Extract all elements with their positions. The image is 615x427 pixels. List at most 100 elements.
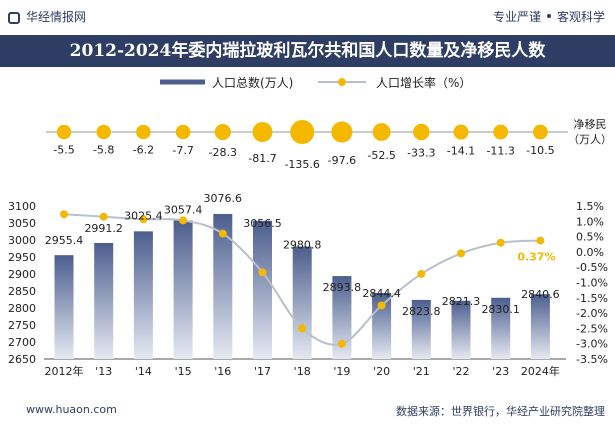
population-bar <box>491 297 511 359</box>
growth-rate-point <box>218 229 227 238</box>
population-data-label: 2844.4 <box>362 287 401 300</box>
y-right-tick-label: -3.0% <box>576 338 608 351</box>
y-right-tick-label: 0.5% <box>576 231 604 244</box>
migration-data-label: -11.3 <box>486 144 514 157</box>
population-data-label: 2893.8 <box>323 281 362 294</box>
growth-rate-point <box>258 268 267 277</box>
slogan-left: 专业严谨 <box>492 10 541 24</box>
separator-dot-icon <box>546 14 551 18</box>
population-data-label: 2830.1 <box>481 303 520 316</box>
growth-rate-point <box>298 324 307 333</box>
population-data-label: 3057.4 <box>164 203 203 216</box>
population-bar <box>54 255 74 359</box>
migration-data-label: -14.1 <box>447 145 475 158</box>
migration-data-label: -10.5 <box>526 144 554 157</box>
legend-label-growth: 人口增长率（%） <box>376 75 471 90</box>
population-bar <box>94 242 114 359</box>
slogan: 专业严谨 客观科学 <box>493 8 605 25</box>
y-right-tick-label: -2.0% <box>576 307 608 320</box>
y-left-tick-label: 3000 <box>8 234 36 247</box>
migration-point <box>413 123 430 141</box>
growth-rate-point <box>337 339 346 348</box>
growth-rate-point <box>377 301 386 310</box>
x-tick-label: 2012年 <box>45 364 84 378</box>
population-bar <box>253 220 272 359</box>
population-bar <box>173 220 193 359</box>
population-bar <box>411 299 431 359</box>
x-tick-label: '14 <box>135 365 152 378</box>
y-right-tick-label: -0.5% <box>576 261 608 274</box>
population-data-label: 2980.8 <box>283 239 322 252</box>
x-tick-label: '16 <box>214 365 231 378</box>
y-right-tick-label: 1.0% <box>576 215 604 228</box>
y-right-tick-label: 1.5% <box>576 200 604 213</box>
x-tick-label: 2024年 <box>521 364 560 378</box>
migration-data-label: -81.7 <box>248 152 276 165</box>
migration-point <box>290 120 315 144</box>
x-tick-label: '17 <box>254 365 271 378</box>
y-right-tick-label: -3.5% <box>576 353 608 366</box>
population-bar <box>372 292 392 359</box>
page-title: 2012-2024年委内瑞拉玻利瓦尔共和国人口数量及净移民人数 <box>69 41 546 61</box>
growth-rate-point <box>536 236 545 245</box>
legend: 人口总数(万人) 人口增长率（%） <box>160 75 471 90</box>
y-right-tick-label: -1.5% <box>576 292 608 305</box>
y-left-tick-label: 3050 <box>8 217 36 230</box>
y-left-tick-label: 2900 <box>8 268 36 281</box>
migration-point <box>136 124 151 140</box>
y-left-tick-label: 2650 <box>8 353 36 366</box>
growth-rate-point <box>496 238 505 247</box>
migration-data-label: -135.6 <box>284 158 319 171</box>
migration-point <box>96 124 111 140</box>
growth-rate-point <box>139 215 148 224</box>
migration-data-label: -5.5 <box>53 144 74 157</box>
x-tick-label: '23 <box>492 365 509 378</box>
migration-point <box>175 124 191 140</box>
growth-rate-point <box>417 269 426 278</box>
growth-rate-point <box>457 249 465 258</box>
migration-point <box>214 123 231 141</box>
brand-logo-icon <box>8 12 20 24</box>
y-left-tick-label: 2750 <box>8 319 36 332</box>
population-bar <box>133 231 153 359</box>
migration-point <box>56 124 72 140</box>
population-bar <box>292 246 312 359</box>
x-tick-label: '21 <box>413 365 430 378</box>
x-tick-label: '20 <box>373 365 390 378</box>
slogan-right: 客观科学 <box>556 10 605 24</box>
y-right-tick-label: -1.0% <box>576 277 608 290</box>
migration-point <box>372 123 391 141</box>
migration-point <box>453 124 469 140</box>
y-right-tick-label: -2.5% <box>576 322 608 335</box>
brand: 华经情报网 <box>8 8 86 25</box>
y-left-tick-label: 2850 <box>8 285 36 298</box>
title-bar: 2012-2024年委内瑞拉玻利瓦尔共和国人口数量及净移民人数 <box>0 35 615 67</box>
migration-point <box>493 124 509 140</box>
net-migration-chart: -5.5 -5.8 -6.2 -7.7 -28.3 -81.7 -135.6 -97.6 -52… <box>46 117 612 171</box>
population-data-label: 2955.4 <box>45 234 84 247</box>
growth-rate-point <box>99 212 108 221</box>
growth-rate-line <box>63 213 541 346</box>
y-left-tick-label: 2700 <box>8 336 36 349</box>
migration-point <box>252 121 273 143</box>
x-tick-label: '22 <box>452 365 469 378</box>
population-data-label: 2991.2 <box>84 222 123 235</box>
migration-data-label: -52.5 <box>367 149 395 162</box>
population-data-label: 3025.4 <box>124 209 163 222</box>
population-bar <box>451 300 471 359</box>
x-tick-label: '19 <box>333 365 350 378</box>
population-data-label: 3056.5 <box>243 217 282 230</box>
migration-data-label: -5.8 <box>93 144 114 157</box>
growth-rate-point <box>179 216 188 225</box>
y-left-tick-label: 2950 <box>8 251 36 264</box>
legend-dot-swatch <box>338 78 346 86</box>
migration-axis-label-line1: 净移民 <box>574 117 607 131</box>
footer-website[interactable]: www.huaon.com <box>26 403 117 416</box>
top-bar: 华经情报网 专业严谨 客观科学 <box>0 0 615 34</box>
x-tick-label: '18 <box>294 365 311 378</box>
migration-data-label: -28.3 <box>209 146 237 159</box>
y-right-tick-label: 0.0% <box>576 246 604 259</box>
growth-highlight-label: 0.37% <box>517 251 555 264</box>
population-bar <box>332 276 352 359</box>
brand-name: 华经情报网 <box>26 10 87 24</box>
